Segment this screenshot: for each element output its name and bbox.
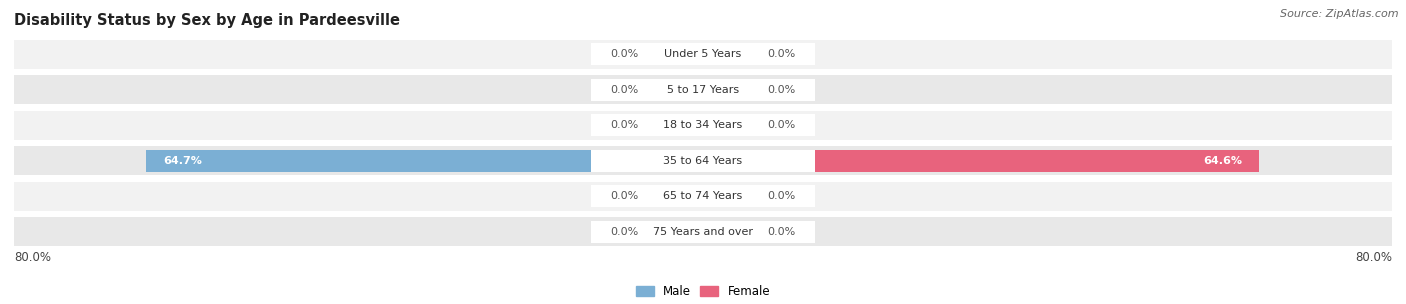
Bar	[703, 150, 1260, 171]
Bar	[591, 150, 815, 171]
Bar	[591, 114, 815, 136]
Text: 0.0%: 0.0%	[610, 49, 638, 59]
Text: 80.0%: 80.0%	[14, 251, 51, 264]
Bar	[14, 146, 1392, 175]
Text: 0.0%: 0.0%	[768, 120, 796, 130]
Bar	[14, 111, 1392, 140]
Text: 80.0%: 80.0%	[1355, 251, 1392, 264]
Text: 0.0%: 0.0%	[768, 85, 796, 95]
Text: 35 to 64 Years: 35 to 64 Years	[664, 156, 742, 166]
Bar	[643, 79, 703, 101]
Bar	[14, 40, 1392, 69]
Text: 0.0%: 0.0%	[610, 85, 638, 95]
Text: 0.0%: 0.0%	[768, 191, 796, 201]
Bar	[703, 185, 763, 207]
Text: 75 Years and over: 75 Years and over	[652, 226, 754, 237]
Text: Under 5 Years: Under 5 Years	[665, 49, 741, 59]
Bar	[703, 114, 763, 136]
Text: Source: ZipAtlas.com: Source: ZipAtlas.com	[1281, 9, 1399, 19]
Bar	[146, 150, 703, 171]
Text: 0.0%: 0.0%	[610, 191, 638, 201]
Bar	[14, 75, 1392, 104]
Text: 0.0%: 0.0%	[768, 226, 796, 237]
Bar	[591, 43, 815, 65]
Bar	[643, 43, 703, 65]
Bar	[591, 185, 815, 207]
Text: 0.0%: 0.0%	[768, 49, 796, 59]
Text: Disability Status by Sex by Age in Pardeesville: Disability Status by Sex by Age in Parde…	[14, 13, 401, 28]
Text: 64.7%: 64.7%	[163, 156, 202, 166]
Bar	[14, 217, 1392, 246]
Bar	[591, 220, 815, 243]
Bar	[643, 114, 703, 136]
Bar	[703, 220, 763, 243]
Bar	[14, 181, 1392, 211]
Bar	[703, 79, 763, 101]
Text: 0.0%: 0.0%	[610, 226, 638, 237]
Text: 64.6%: 64.6%	[1204, 156, 1241, 166]
Text: 0.0%: 0.0%	[610, 120, 638, 130]
Text: 65 to 74 Years: 65 to 74 Years	[664, 191, 742, 201]
Bar	[703, 43, 763, 65]
Text: 5 to 17 Years: 5 to 17 Years	[666, 85, 740, 95]
Bar	[591, 79, 815, 101]
Legend: Male, Female: Male, Female	[631, 281, 775, 303]
Bar	[643, 185, 703, 207]
Bar	[643, 220, 703, 243]
Text: 18 to 34 Years: 18 to 34 Years	[664, 120, 742, 130]
